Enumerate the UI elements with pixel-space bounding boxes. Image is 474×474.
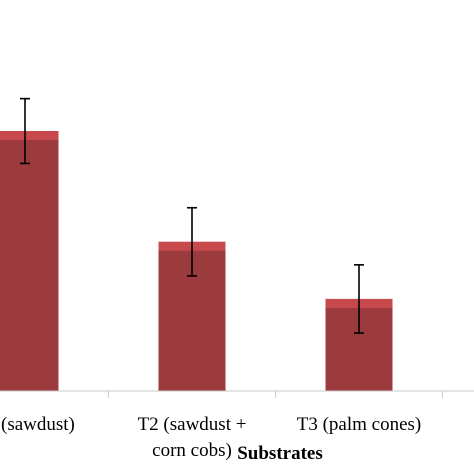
x-axis-ticks: [108, 391, 443, 398]
x-tick-label-1: T1 (sawdust): [0, 414, 75, 435]
x-tick-labels: T1 (sawdust) T2 (sawdust +corn cobs) T3 (p…: [0, 414, 422, 461]
bar-1: [0, 131, 59, 391]
x-tick-label-3: T3 (palm cones): [297, 414, 422, 435]
bars: [0, 131, 393, 391]
x-axis-title: Substrates: [237, 443, 323, 464]
x-tick-label-2: T2 (sawdust + corn cobs): [138, 414, 247, 461]
error-bars: [20, 97, 364, 334]
bar-1-top: [0, 131, 59, 141]
